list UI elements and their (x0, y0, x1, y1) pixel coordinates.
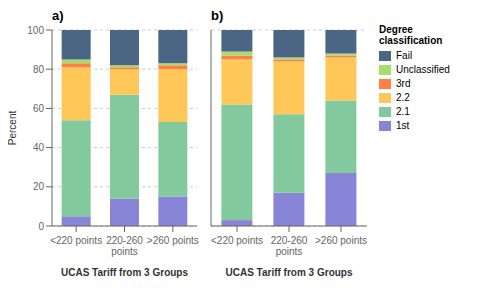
svg-text:60: 60 (33, 103, 45, 114)
html-text:a): a) (52, 8, 64, 23)
svg-text:100: 100 (27, 25, 44, 36)
html-text:Unclassified: Unclassified (396, 64, 450, 75)
svg-text:>260 points: >260 points (147, 235, 199, 246)
svg-text:80: 80 (33, 64, 45, 75)
svg-text:Percent: Percent (8, 111, 18, 146)
html-text:b): b) (211, 8, 224, 23)
html-text:3rd: 3rd (396, 78, 411, 89)
svg-text:40: 40 (33, 142, 45, 153)
svg-text:220-260points: 220-260points (106, 235, 143, 257)
svg-text:20: 20 (33, 181, 45, 192)
svg-text:UCAS Tariff from 3 Groups: UCAS Tariff from 3 Groups (225, 267, 352, 278)
html-text:2.1: 2.1 (396, 106, 410, 117)
svg-text:0: 0 (38, 221, 44, 232)
html-text:2.2: 2.2 (396, 92, 410, 103)
html-text:1st: 1st (396, 120, 410, 131)
svg-text:>260 points: >260 points (315, 235, 367, 246)
svg-text:220-260points: 220-260points (271, 235, 308, 257)
html-text:Fail: Fail (396, 50, 413, 61)
html-text:Degree: Degree (379, 24, 413, 35)
svg-text:<220 points: <220 points (50, 235, 102, 246)
html-text:classification: classification (379, 35, 443, 46)
svg-text:UCAS Tariff from 3 Groups: UCAS Tariff from 3 Groups (61, 267, 188, 278)
svg-text:<220 points: <220 points (211, 235, 263, 246)
